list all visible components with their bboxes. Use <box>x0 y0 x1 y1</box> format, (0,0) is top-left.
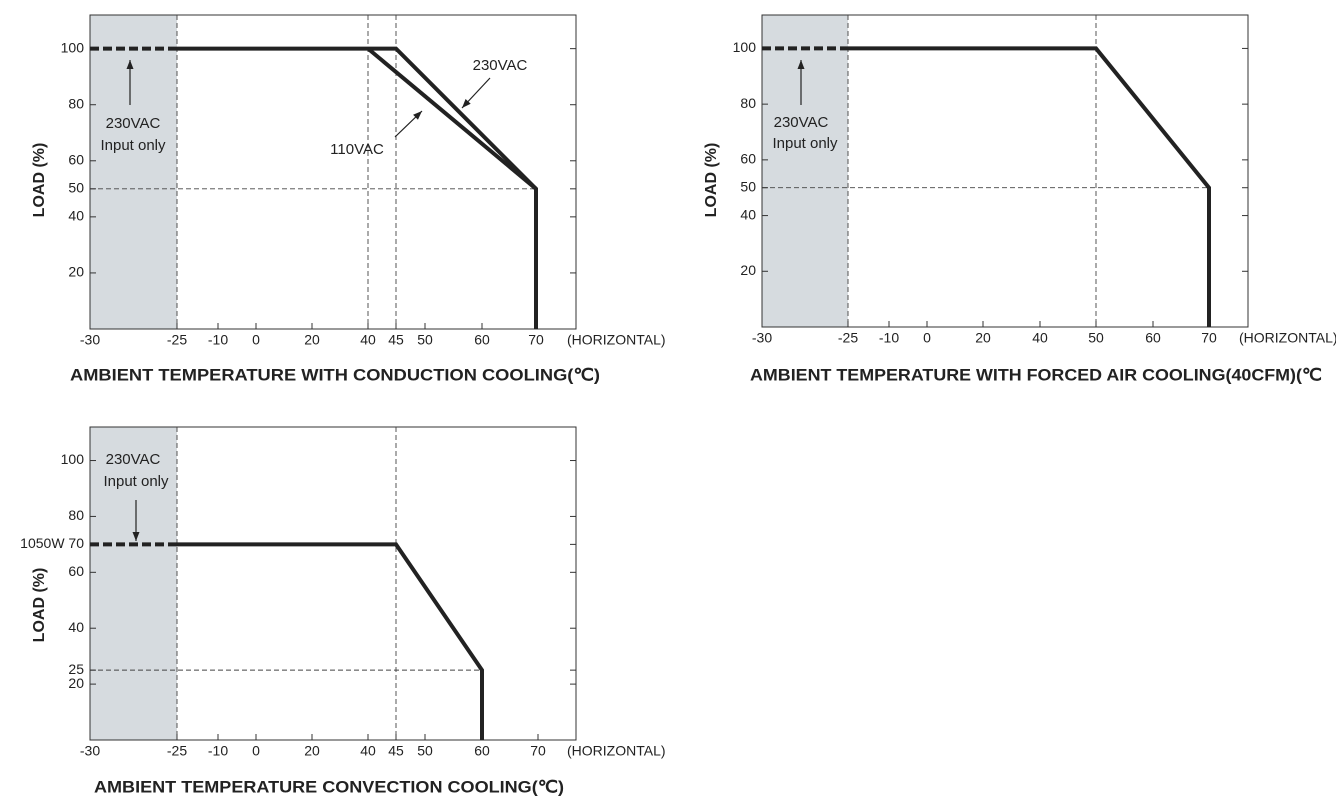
series-line <box>366 47 538 191</box>
y-tick-label: 1050W 70 <box>20 535 84 551</box>
x-tick-label: -25 <box>167 743 187 759</box>
annotation: 230VAC <box>106 451 161 468</box>
annotation: 230VAC <box>774 114 829 131</box>
shaded-region <box>90 15 177 329</box>
y-tick-label: 60 <box>68 151 84 167</box>
x-tick-label: -10 <box>208 743 228 759</box>
x-tick-label: 60 <box>474 332 490 348</box>
y-axis-label: LOAD (%) <box>703 143 720 218</box>
series-line <box>848 46 1211 327</box>
x-tick-label: -30 <box>80 332 100 348</box>
x-tick-label: 40 <box>360 332 376 348</box>
arrow-head <box>462 99 471 108</box>
y-tick-label: 40 <box>68 208 84 224</box>
x-tick-label: 50 <box>417 332 433 348</box>
x-axis-label: AMBIENT TEMPERATURE CONVECTION COOLING(℃… <box>94 777 564 796</box>
series-line <box>177 46 538 329</box>
y-tick-label: 40 <box>740 206 756 222</box>
series-label: 110VAC <box>330 141 384 158</box>
y-tick-label: 25 <box>68 661 84 677</box>
x-tick-label: 0 <box>923 330 931 346</box>
x-note: (HORIZONTAL) <box>567 743 666 759</box>
y-tick-label: 50 <box>68 180 84 196</box>
y-tick-label: 40 <box>68 619 84 635</box>
x-tick-label: 70 <box>530 743 546 759</box>
x-tick-label: 40 <box>1032 330 1048 346</box>
x-tick-label: 0 <box>252 332 260 348</box>
annotation: Input only <box>103 473 169 490</box>
shaded-region <box>762 15 848 327</box>
series-line <box>177 542 484 740</box>
y-tick-label: 60 <box>68 563 84 579</box>
y-tick-label: 100 <box>61 451 85 467</box>
arrow-head <box>126 60 134 69</box>
x-tick-label: 50 <box>1088 330 1104 346</box>
y-tick-label: 100 <box>61 39 85 55</box>
y-tick-label: 20 <box>68 675 84 691</box>
x-tick-label: 20 <box>304 743 320 759</box>
x-note: (HORIZONTAL) <box>567 332 666 348</box>
y-tick-label: 80 <box>68 95 84 111</box>
annotation: Input only <box>772 135 838 152</box>
y-tick-label: 80 <box>68 507 84 523</box>
x-tick-label: 20 <box>304 332 320 348</box>
y-tick-label: 60 <box>740 151 756 167</box>
x-axis-label: AMBIENT TEMPERATURE WITH FORCED AIR COOL… <box>750 365 1322 384</box>
x-tick-label: -25 <box>838 330 858 346</box>
annotation: Input only <box>100 137 166 154</box>
x-tick-label: 60 <box>1145 330 1161 346</box>
x-tick-label: -30 <box>80 743 100 759</box>
x-tick-label: 45 <box>388 332 404 348</box>
y-axis-label: LOAD (%) <box>31 568 48 643</box>
x-tick-label: 70 <box>1201 330 1217 346</box>
x-tick-label: 0 <box>252 743 260 759</box>
y-tick-label: 100 <box>733 39 757 55</box>
arrow-head <box>413 111 422 120</box>
x-tick-label: -10 <box>208 332 228 348</box>
y-axis-label: LOAD (%) <box>31 143 48 218</box>
annotation: 230VAC <box>106 115 161 132</box>
plot-frame <box>89 426 577 741</box>
x-tick-label: -25 <box>167 332 187 348</box>
x-tick-label: 50 <box>417 743 433 759</box>
series-label: 230VAC <box>473 57 528 74</box>
x-tick-label: 60 <box>474 743 490 759</box>
x-tick-label: 45 <box>388 743 404 759</box>
x-tick-label: 70 <box>528 332 544 348</box>
x-tick-label: -30 <box>752 330 772 346</box>
plot-frame <box>89 14 577 330</box>
x-axis-label: AMBIENT TEMPERATURE WITH CONDUCTION COOL… <box>70 365 600 384</box>
y-tick-label: 20 <box>68 264 84 280</box>
shaded-region <box>90 427 177 740</box>
y-tick-label: 80 <box>740 95 756 111</box>
y-tick-label: 50 <box>740 178 756 194</box>
arrow-head <box>797 60 805 69</box>
x-note: (HORIZONTAL) <box>1239 330 1336 346</box>
arrow-head <box>132 532 140 541</box>
y-tick-label: 20 <box>740 262 756 278</box>
x-tick-label: 20 <box>975 330 991 346</box>
x-tick-label: 40 <box>360 743 376 759</box>
plot-frame <box>761 14 1249 328</box>
x-tick-label: -10 <box>879 330 899 346</box>
